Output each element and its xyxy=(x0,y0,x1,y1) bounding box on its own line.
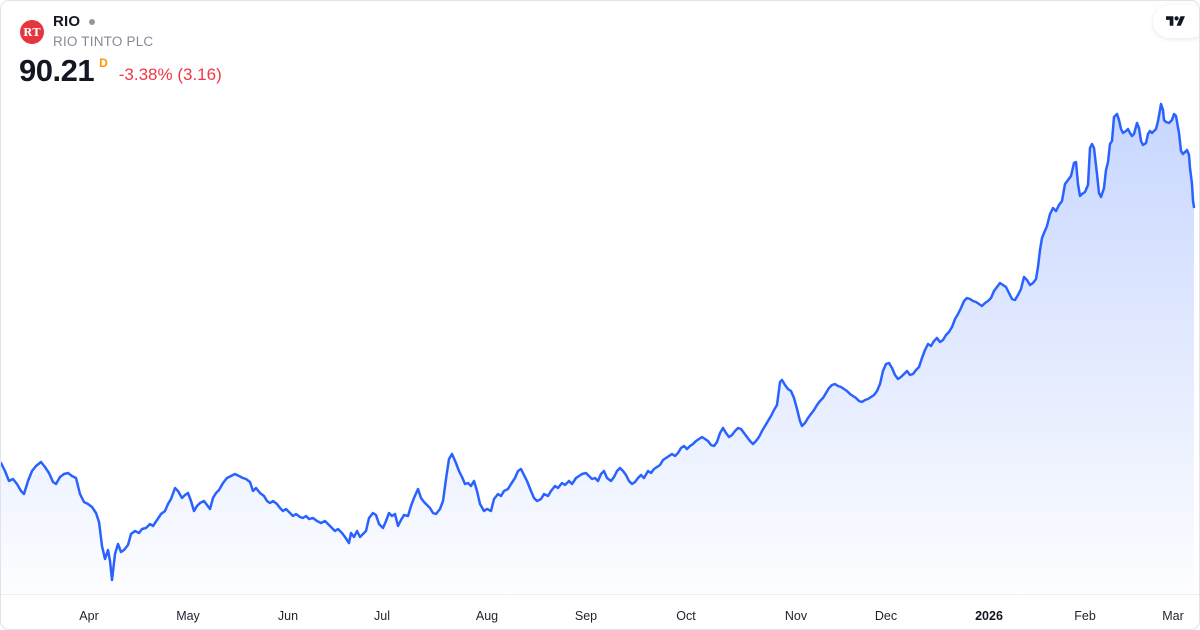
x-axis-label: Mar xyxy=(1162,609,1184,623)
x-axis-label: Jul xyxy=(374,609,390,623)
tradingview-logo-icon xyxy=(1166,16,1185,26)
market-status-dot-icon xyxy=(89,18,96,25)
x-axis-label: Feb xyxy=(1074,609,1096,623)
last-price: 90.21 xyxy=(19,53,95,88)
area-fill xyxy=(1,104,1194,594)
x-axis-label: 2026 xyxy=(975,609,1003,623)
x-axis-label: Jun xyxy=(277,609,299,623)
x-axis-label: Aug xyxy=(475,609,499,623)
x-axis-label: Oct xyxy=(676,609,696,623)
x-axis-label: Sep xyxy=(574,609,598,623)
price-change: -3.38% (3.16) xyxy=(118,65,222,84)
x-axis-label: May xyxy=(176,609,200,623)
x-axis-label: Apr xyxy=(79,609,99,623)
price-row: 90.21 D -3.38% (3.16) xyxy=(19,53,222,88)
company-name: RIO TINTO PLC xyxy=(53,34,154,49)
symbol-ticker: RIO xyxy=(53,13,81,30)
price-line xyxy=(1,102,1196,582)
x-axis-label: Nov xyxy=(784,609,808,623)
plot-bottom-separator xyxy=(1,594,1199,595)
x-axis: Apr May Jun Jul Aug Sep Oct Nov Dec 2026 Feb Mar xyxy=(1,609,1199,629)
tradingview-attribution[interactable] xyxy=(1153,5,1199,38)
rio-tinto-monogram-icon: RT xyxy=(20,20,44,44)
delayed-data-badge: D xyxy=(99,56,108,70)
symbol-row[interactable]: RIO xyxy=(53,13,96,30)
x-axis-label: Dec xyxy=(874,609,898,623)
